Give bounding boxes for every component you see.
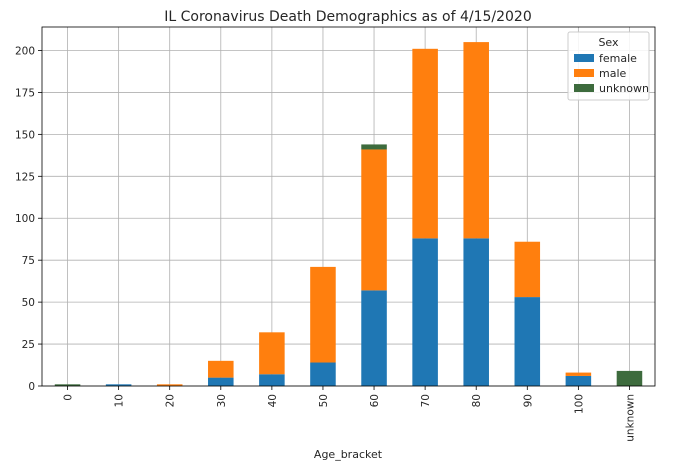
y-tick-label: 75 [22, 255, 35, 267]
x-tick-label: 10 [114, 394, 126, 407]
bar-female [105, 384, 132, 386]
y-tick-label: 100 [15, 213, 35, 225]
legend-swatch-female [574, 54, 594, 62]
legend-swatch-unknown [574, 84, 594, 92]
y-tick-label: 50 [22, 297, 35, 309]
x-tick-label: 80 [471, 394, 483, 407]
x-tick-label: 50 [318, 394, 330, 407]
bar-male [156, 384, 183, 386]
x-tick-label: 70 [420, 394, 432, 407]
y-tick-label: 200 [15, 45, 35, 57]
x-tick-label: 90 [522, 394, 534, 407]
bar-female [565, 375, 592, 386]
y-tick-label: 0 [28, 381, 35, 393]
bar-female [412, 238, 438, 386]
x-axis-label: Age_bracket [314, 448, 383, 461]
bar-unknown [54, 384, 81, 386]
plot-frame [41, 26, 656, 387]
y-axis-ticks: 0 25 50 75 100 125 150 175 200 [15, 45, 42, 393]
bar-unknown [361, 144, 387, 150]
bar-male [208, 360, 234, 378]
y-tick-label: 150 [15, 129, 35, 141]
bar-female [259, 374, 285, 386]
legend-entry-male: male [599, 67, 627, 80]
bar-male [463, 42, 489, 239]
grid-lines [42, 27, 655, 387]
bar-male [361, 149, 387, 291]
legend-box [567, 31, 650, 101]
y-tick-label: 175 [15, 87, 35, 99]
bar-male [310, 266, 336, 363]
x-tick-label: 20 [165, 394, 177, 407]
x-tick-label: unknown [624, 394, 636, 442]
x-tick-label: 60 [369, 394, 381, 407]
bar-male [259, 332, 285, 375]
bar-female [514, 297, 541, 386]
legend-title: Sex [598, 36, 619, 49]
legend-entry-female: female [599, 52, 637, 65]
bar-male [412, 48, 438, 239]
x-tick-label: 0 [63, 394, 75, 401]
y-tick-label: 25 [22, 339, 35, 351]
bar-male [514, 241, 541, 298]
x-tick-label: 30 [216, 394, 228, 407]
bar-female [361, 290, 387, 386]
bar-male [565, 372, 592, 376]
legend: Sex female male unknown [567, 31, 650, 101]
bar-female [463, 238, 489, 386]
bar-female [208, 377, 234, 386]
x-tick-label: 100 [573, 394, 585, 414]
legend-swatch-male [574, 69, 594, 77]
x-tick-label: 40 [267, 394, 279, 407]
legend-entry-unknown: unknown [599, 82, 649, 95]
bars [54, 42, 643, 386]
chart-title: IL Coronavirus Death Demographics as of … [164, 9, 531, 25]
x-axis-ticks: 0 10 20 30 40 50 60 70 80 90 100 unknown [63, 386, 636, 442]
bar-unknown [616, 370, 643, 386]
y-tick-label: 125 [15, 171, 35, 183]
bar-female [310, 362, 336, 386]
